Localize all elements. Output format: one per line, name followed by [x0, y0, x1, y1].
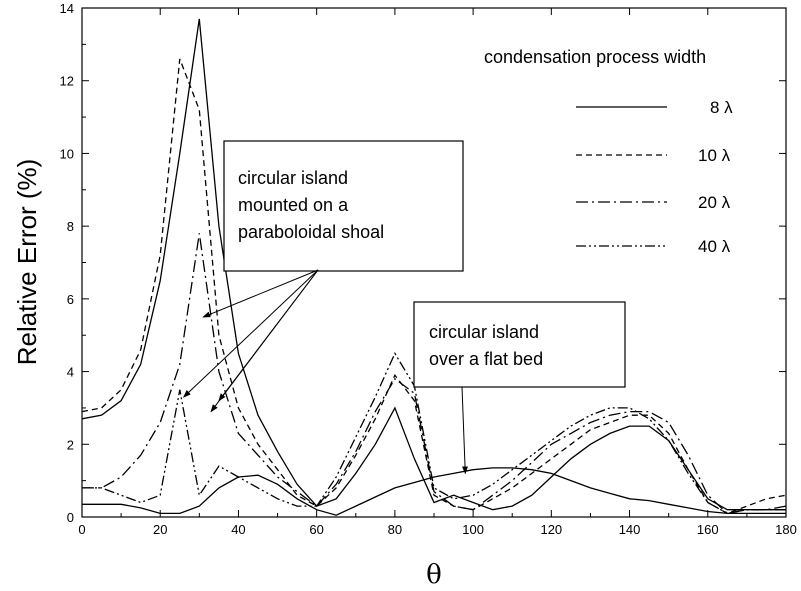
x-axis-title: θ [426, 560, 442, 590]
y-tick-label: 14 [60, 1, 74, 16]
y-tick-label: 10 [60, 146, 74, 161]
x-tick-label: 40 [231, 522, 245, 537]
x-tick-label: 80 [388, 522, 402, 537]
legend-label-4: 40 λ [698, 237, 731, 256]
legend-label-2: 10 λ [698, 146, 731, 165]
x-tick-label: 20 [153, 522, 167, 537]
annotation-flat-box [413, 301, 626, 388]
x-tick-label: 140 [619, 522, 641, 537]
x-tick-label: 60 [309, 522, 323, 537]
annotation-shoal-line-3: paraboloidal shoal [238, 222, 384, 242]
x-tick-label: 180 [775, 522, 797, 537]
shoal-arrow-2 [182, 269, 319, 398]
legend-label-3: 20 λ [698, 193, 731, 212]
annotation-flat-line-2: over a flat bed [429, 349, 543, 369]
x-axis: 0 20 40 60 80 100 120 140 160 180 [78, 8, 797, 537]
x-tick-label: 0 [78, 522, 85, 537]
series-group [81, 18, 787, 516]
y-tick-label: 6 [67, 292, 74, 307]
y-axis: 0 2 4 6 8 10 12 14 [60, 1, 786, 525]
series-line-1 [81, 18, 786, 511]
y-tick-label: 4 [67, 365, 74, 380]
legend-entries: 8 λ 10 λ 20 λ 40 λ [576, 98, 733, 256]
annotation-shoal-line-1: circular island [238, 168, 348, 188]
annotation-flat-text: circular island over a flat bed [429, 322, 544, 369]
annotation-shoal-text: circular island mounted on a paraboloida… [238, 168, 384, 242]
x-tick-label: 100 [462, 522, 484, 537]
flat-arrow-1 [461, 386, 469, 475]
legend-title: condensation process width [484, 47, 706, 67]
shoal-arrow-4 [218, 269, 319, 402]
annotation-shoal-line-2: mounted on a [238, 195, 349, 215]
x-tick-label: 160 [697, 522, 719, 537]
annotation-flat: circular island over a flat bed [413, 301, 626, 475]
series-line-2 [81, 58, 787, 515]
series-line-5 [82, 467, 786, 516]
y-tick-label: 8 [67, 219, 74, 234]
x-tick-label: 120 [540, 522, 562, 537]
annotation-flat-line-1: circular island [429, 322, 539, 342]
legend-label-1: 8 λ [710, 98, 733, 117]
annotation-shoal: circular island mounted on a paraboloida… [182, 140, 464, 413]
annotation-shoal-box [223, 140, 464, 272]
annotation-shoal-arrows [182, 269, 319, 413]
annotation-flat-arrows [461, 386, 469, 475]
y-tick-label: 2 [67, 437, 74, 452]
series-line-3 [82, 233, 787, 515]
y-axis-title: Relative Error (%) [12, 159, 42, 366]
y-tick-label: 12 [60, 74, 74, 89]
y-tick-label: 0 [67, 510, 74, 525]
legend: condensation process width 8 λ 10 λ 20 λ 40… [484, 47, 733, 256]
shoal-arrow-1 [202, 269, 319, 318]
